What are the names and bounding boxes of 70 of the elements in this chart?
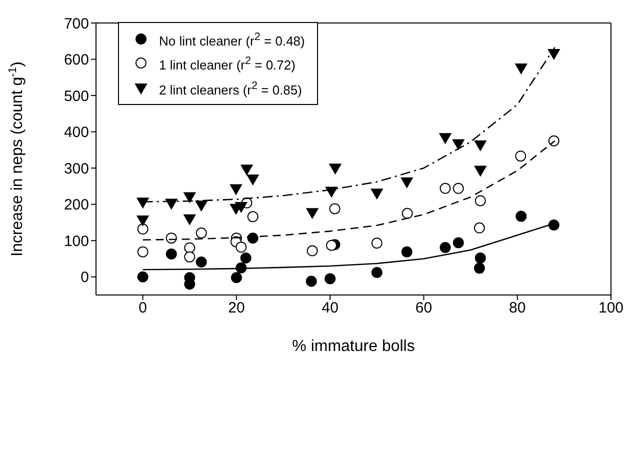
y-tick-label: 0 (80, 269, 89, 286)
point (371, 238, 382, 249)
point (371, 267, 382, 278)
x-tick-label: 60 (415, 300, 432, 317)
x-axis-title: % immature bolls (292, 338, 415, 356)
point (515, 150, 526, 162)
x-tick-label: 80 (509, 300, 526, 317)
point (246, 174, 259, 185)
point (137, 271, 148, 282)
y-tick-label: 300 (64, 160, 89, 178)
point (452, 139, 464, 150)
point (452, 182, 464, 194)
point (474, 262, 485, 274)
legend-label: No lint cleaner (r$^{2}$ = 0.48) (159, 30, 305, 50)
y-tick-label: 600 (64, 52, 89, 69)
point (370, 188, 383, 200)
y-tick-label: 400 (64, 124, 89, 142)
point (240, 164, 253, 176)
point (136, 198, 149, 208)
point (137, 246, 148, 258)
point (401, 246, 412, 258)
point (440, 242, 451, 254)
y-tick-label: 700 (64, 15, 89, 32)
point (247, 211, 258, 222)
point (306, 208, 318, 219)
point (548, 220, 560, 231)
point (184, 214, 196, 225)
point (326, 240, 337, 251)
point (230, 272, 242, 284)
point (402, 208, 413, 219)
point (400, 177, 413, 188)
point (236, 242, 247, 253)
legend-label: 1 lint cleaner (r$^{2}$ = 0.72) (159, 54, 296, 75)
point (515, 63, 528, 74)
y-tick-label: 100 (64, 232, 89, 250)
point (474, 252, 486, 264)
point (474, 166, 486, 176)
x-tick-label: 20 (228, 300, 245, 317)
point (235, 202, 248, 213)
point (184, 251, 196, 262)
point (329, 203, 340, 214)
point (196, 256, 207, 268)
legend-label: 2 lint cleaners (r$^{2}$ = 0.85) (159, 78, 302, 100)
point (196, 227, 207, 238)
x-tick-label: 0 (138, 300, 147, 317)
point (184, 192, 196, 203)
point (247, 232, 258, 244)
point (474, 140, 486, 151)
point (306, 276, 317, 287)
point (230, 184, 242, 195)
x-tick-label: 100 (598, 300, 624, 317)
point (324, 273, 336, 284)
point (240, 252, 252, 264)
point (474, 222, 485, 234)
y-tick-label: 500 (64, 88, 89, 105)
point (548, 135, 560, 146)
point (452, 237, 464, 248)
point (440, 182, 451, 194)
point (474, 195, 486, 206)
point (166, 248, 177, 260)
y-tick-label: 200 (64, 196, 89, 214)
point (195, 200, 208, 212)
x-tick-label: 40 (322, 300, 338, 317)
point (137, 224, 148, 235)
point (516, 210, 527, 222)
point (548, 48, 560, 60)
point (329, 164, 342, 174)
point (439, 133, 452, 144)
point (306, 245, 318, 256)
point (136, 215, 149, 226)
